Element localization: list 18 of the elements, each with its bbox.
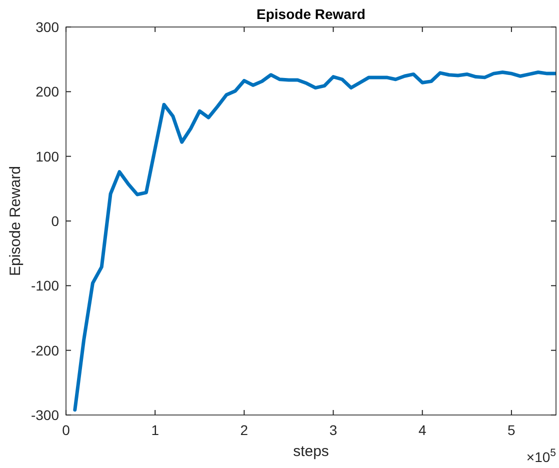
y-tick-label: -300 xyxy=(30,407,60,423)
x-tick-label: 2 xyxy=(240,422,248,438)
x-tick-label: 5 xyxy=(508,422,516,438)
x-tick-label: 1 xyxy=(151,422,160,438)
text: ×10$^{5}$ xyxy=(526,447,556,465)
x-axis-title: steps xyxy=(293,443,329,460)
y-tick-label: -200 xyxy=(30,342,60,358)
y-tick-label: 300 xyxy=(36,19,60,35)
line-series xyxy=(73,70,556,412)
y-axis-title: Episode Reward xyxy=(7,166,24,276)
x-tick-label: 3 xyxy=(329,422,338,438)
y-tick-label: 200 xyxy=(36,84,60,100)
chart-title: Episode Reward xyxy=(256,6,366,22)
x-tick-label: 4 xyxy=(418,422,426,438)
y-tick-label: 100 xyxy=(36,148,60,164)
y-tick-label: 0 xyxy=(51,213,60,229)
x-tick-label: 0 xyxy=(62,422,70,438)
y-tick-label: -100 xyxy=(30,278,60,294)
